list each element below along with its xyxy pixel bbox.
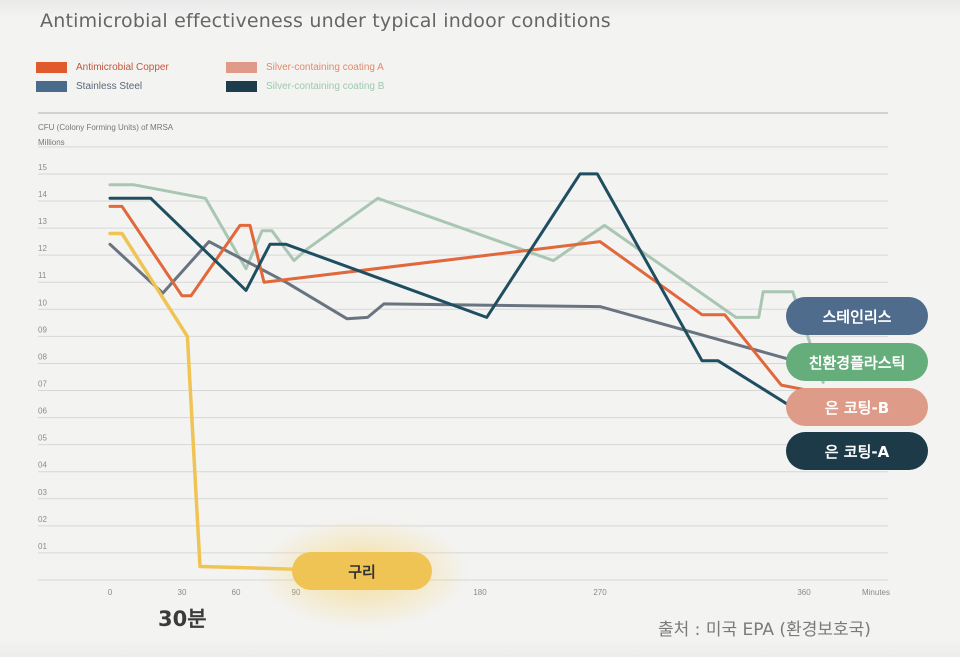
x-tick-label: 30 xyxy=(178,588,187,597)
x-tick-label: 180 xyxy=(473,588,487,597)
y-tick-label: 09 xyxy=(38,325,47,334)
legend-label-stainless: Stainless Steel xyxy=(76,81,143,92)
y-tick-label: 07 xyxy=(38,380,47,389)
legend-item-coating-b: Silver-containing coating B xyxy=(226,81,384,92)
series-line-coatingB xyxy=(108,204,811,392)
coating-b-label-pill: 은 코팅-B xyxy=(786,388,928,426)
legend-label-coating-a: Silver-containing coating A xyxy=(266,62,384,73)
y-tick-label: 12 xyxy=(38,244,47,253)
legend-item-copper: Antimicrobial Copper xyxy=(36,62,169,73)
plastic-label-pill: 친환경플라스틱 xyxy=(786,343,928,381)
series-line-stainless xyxy=(108,240,806,365)
legend-swatch-copper xyxy=(36,62,67,73)
source-note: 출처 : 미국 EPA (환경보호국) xyxy=(658,620,871,640)
legend-swatch-stainless xyxy=(36,81,67,92)
legend-item-stainless: Stainless Steel xyxy=(36,81,142,92)
y-tick-label: 08 xyxy=(38,352,47,361)
coating-a-label-pill: 은 코팅-A xyxy=(786,432,928,470)
series-line-coatingA xyxy=(108,172,811,420)
series-line-plastic xyxy=(108,183,825,384)
y-axis-label: CFU (Colony Forming Units) of MRSA xyxy=(38,123,174,132)
x-tick-label: 60 xyxy=(232,588,241,597)
copper-label-pill: 구리 xyxy=(292,552,432,590)
legend-label-copper: Antimicrobial Copper xyxy=(76,62,169,73)
chart-title: Antimicrobial effectiveness under typica… xyxy=(40,10,611,32)
y-axis-unit: Millions xyxy=(38,138,65,147)
legend-item-coating-a: Silver-containing coating A xyxy=(226,62,384,73)
thirty-minute-label: 30분 xyxy=(158,607,207,631)
y-tick-label: 11 xyxy=(38,271,47,280)
x-ticks: 0306090180270360Minutes xyxy=(108,588,890,597)
x-axis-unit: Minutes xyxy=(862,588,890,597)
series-line-copper xyxy=(108,231,298,571)
x-tick-label: 360 xyxy=(797,588,811,597)
y-tick-label: 14 xyxy=(38,190,47,199)
legend-swatch-coating-a xyxy=(226,62,257,73)
y-tick-label: 06 xyxy=(38,407,47,416)
y-ticks: 01 02 03 04 05 06 07 08 09 10 11 12 13 14 15 xyxy=(38,163,47,551)
y-tick-label: 01 xyxy=(38,542,47,551)
y-tick-label: 13 xyxy=(38,217,47,226)
legend-swatch-coating-b xyxy=(226,81,257,92)
y-tick-label: 05 xyxy=(38,434,47,443)
y-tick-label: 03 xyxy=(38,488,47,497)
y-tick-label: 10 xyxy=(38,298,47,307)
y-tick-label: 15 xyxy=(38,163,47,172)
y-tick-label: 04 xyxy=(38,461,47,470)
series-lines xyxy=(108,172,825,571)
grid xyxy=(38,146,888,581)
stainless-label-pill: 스테인리스 xyxy=(786,297,928,335)
x-tick-label: 0 xyxy=(108,588,113,597)
y-tick-label: 02 xyxy=(38,515,47,524)
x-tick-label: 270 xyxy=(593,588,607,597)
legend-label-coating-b: Silver-containing coating B xyxy=(266,81,385,92)
